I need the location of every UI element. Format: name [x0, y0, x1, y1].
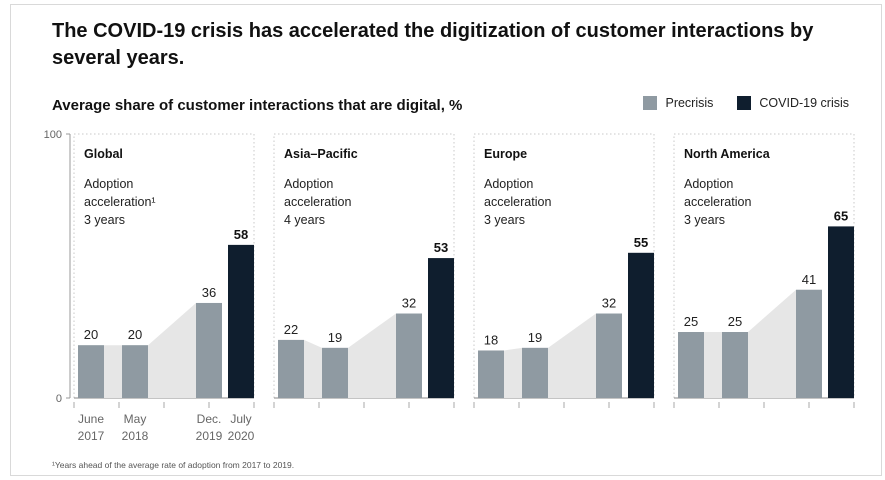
value-label-asia-pacific-2: 32 — [402, 296, 416, 311]
legend-label-precrisis: Precrisis — [665, 96, 714, 110]
bar-asia-pacific-0 — [278, 339, 304, 398]
value-label-asia-pacific-0: 22 — [284, 322, 298, 337]
page-title: The COVID-19 crisis has accelerated the … — [52, 20, 814, 69]
bar-north-america-3 — [828, 226, 854, 398]
value-label-global-2: 36 — [202, 285, 216, 300]
panel-title-north-america: North America — [684, 147, 771, 161]
bar-north-america-1 — [722, 332, 748, 398]
bar-asia-pacific-2 — [396, 313, 422, 398]
legend-swatch-covid — [737, 96, 752, 110]
value-label-north-america-1: 25 — [728, 314, 742, 329]
value-label-asia-pacific-1: 19 — [328, 330, 342, 345]
x-label-0-line2: 2017 — [78, 429, 105, 443]
value-label-europe-3: 55 — [634, 235, 648, 250]
x-label-1-line2: 2018 — [122, 429, 149, 443]
bar-north-america-0 — [678, 332, 704, 398]
panel-note-north-america-2: 3 years — [684, 213, 725, 227]
panel-note-asia-pacific-2: 4 years — [284, 213, 325, 227]
footnote: ¹Years ahead of the average rate of adop… — [52, 460, 295, 470]
value-label-north-america-0: 25 — [684, 314, 698, 329]
panel-title-asia-pacific: Asia–Pacific — [284, 147, 358, 161]
panel-note-global-0: Adoption — [84, 177, 133, 191]
bar-europe-1 — [522, 347, 548, 398]
y-tick-label-0: 0 — [56, 393, 62, 405]
value-label-europe-1: 19 — [528, 330, 542, 345]
value-label-north-america-3: 65 — [834, 208, 848, 223]
panel-note-global-1: acceleration¹ — [84, 195, 156, 209]
panel-note-global-2: 3 years — [84, 213, 125, 227]
panel-note-asia-pacific-1: acceleration — [284, 195, 351, 209]
value-label-europe-0: 18 — [484, 332, 498, 347]
panel-note-europe-2: 3 years — [484, 213, 525, 227]
bar-europe-2 — [596, 313, 622, 398]
x-label-2-line2: 2019 — [196, 429, 223, 443]
value-label-global-3: 58 — [234, 227, 248, 242]
chart-frame — [10, 4, 882, 476]
panel-title-europe: Europe — [484, 147, 527, 161]
legend-label-covid: COVID-19 crisis — [759, 96, 849, 110]
value-label-north-america-2: 41 — [802, 272, 816, 287]
x-label-2-line1: Dec. — [197, 412, 222, 426]
panel-note-north-america-0: Adoption — [684, 177, 733, 191]
x-label-0-line1: June — [78, 412, 104, 426]
panel-note-asia-pacific-0: Adoption — [284, 177, 333, 191]
area-north-america — [678, 289, 822, 398]
value-label-asia-pacific-3: 53 — [434, 240, 448, 255]
x-label-3-line1: July — [230, 412, 251, 426]
area-global — [78, 302, 222, 398]
bar-europe-0 — [478, 350, 504, 398]
bar-global-2 — [196, 302, 222, 398]
y-tick-label-100: 100 — [44, 129, 62, 141]
bar-north-america-2 — [796, 289, 822, 398]
area-europe — [478, 313, 622, 398]
bar-asia-pacific-1 — [322, 347, 348, 398]
panel-note-europe-1: acceleration — [484, 195, 551, 209]
bar-europe-3 — [628, 252, 654, 398]
chart-subtitle: Average share of customer interactions t… — [52, 97, 463, 114]
value-label-europe-2: 32 — [602, 296, 616, 311]
panel-note-europe-0: Adoption — [484, 177, 533, 191]
value-label-global-1: 20 — [128, 327, 142, 342]
area-asia-pacific — [278, 313, 422, 398]
bar-global-1 — [122, 345, 148, 398]
legend-item-covid: COVID-19 crisis — [737, 96, 849, 110]
legend-item-precrisis: Precrisis — [643, 96, 713, 110]
legend: Precrisis COVID-19 crisis — [619, 96, 849, 110]
panel-note-north-america-1: acceleration — [684, 195, 751, 209]
x-label-3-line2: 2020 — [228, 429, 255, 443]
value-label-global-0: 20 — [84, 327, 98, 342]
bar-asia-pacific-3 — [428, 258, 454, 398]
panel-title-global: Global — [84, 147, 123, 161]
legend-swatch-precrisis — [643, 96, 658, 110]
bar-global-3 — [228, 244, 254, 398]
bar-global-0 — [78, 345, 104, 398]
x-label-1-line1: May — [124, 412, 147, 426]
